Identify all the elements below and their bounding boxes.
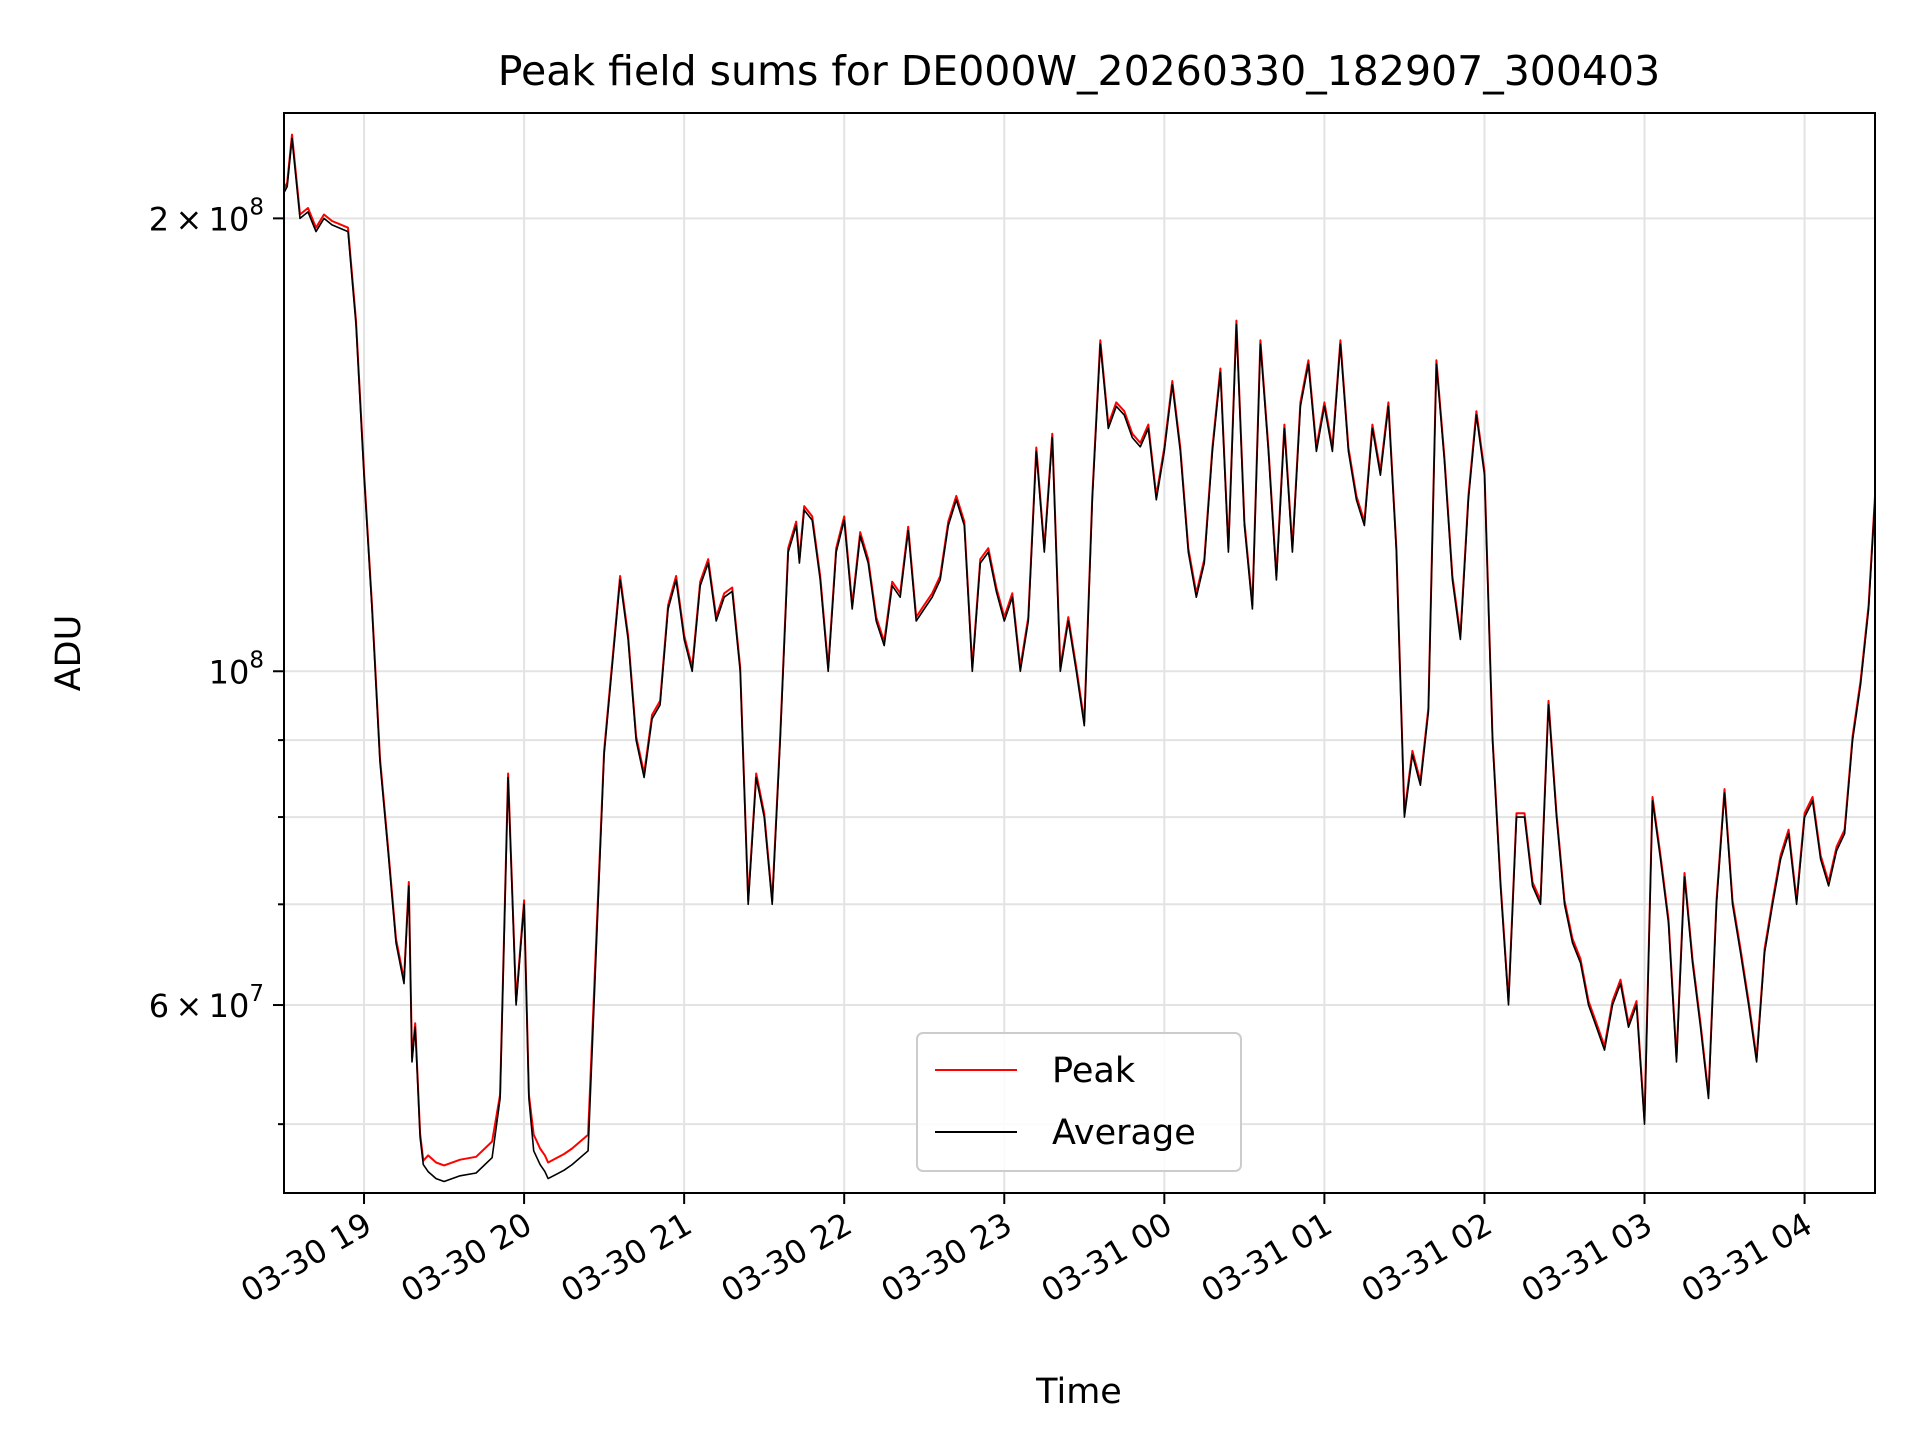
legend-box	[916, 1032, 1242, 1172]
y-tick-exponent: 7	[249, 981, 264, 1007]
y-tick-label: 6 × 107	[149, 981, 264, 1025]
legend: Peak Average	[916, 1032, 1242, 1172]
x-axis-label: Time	[1035, 1372, 1122, 1412]
series-line-average	[283, 137, 1876, 1183]
y-tick-base: 10	[209, 653, 250, 691]
y-tick-mantissa: 6	[149, 987, 169, 1025]
y-tick-label: 2 × 108	[149, 194, 264, 238]
y-tick-exponent: 8	[249, 194, 264, 220]
legend-label-average: Average	[1052, 1113, 1196, 1153]
y-tick-mantissa: 2	[149, 200, 169, 238]
legend-label-peak: Peak	[1052, 1051, 1136, 1091]
y-tick-label: 108	[209, 647, 264, 691]
y-axis-label: ADU	[49, 615, 89, 692]
series-layer	[283, 133, 1876, 1183]
chart-title: Peak field sums for DE000W_20260330_1829…	[498, 47, 1660, 95]
y-tick-exponent: 8	[249, 647, 264, 673]
y-tick-times: × 10	[169, 987, 249, 1025]
y-tick-times: × 10	[169, 200, 249, 238]
plot-frame	[283, 112, 1876, 1194]
